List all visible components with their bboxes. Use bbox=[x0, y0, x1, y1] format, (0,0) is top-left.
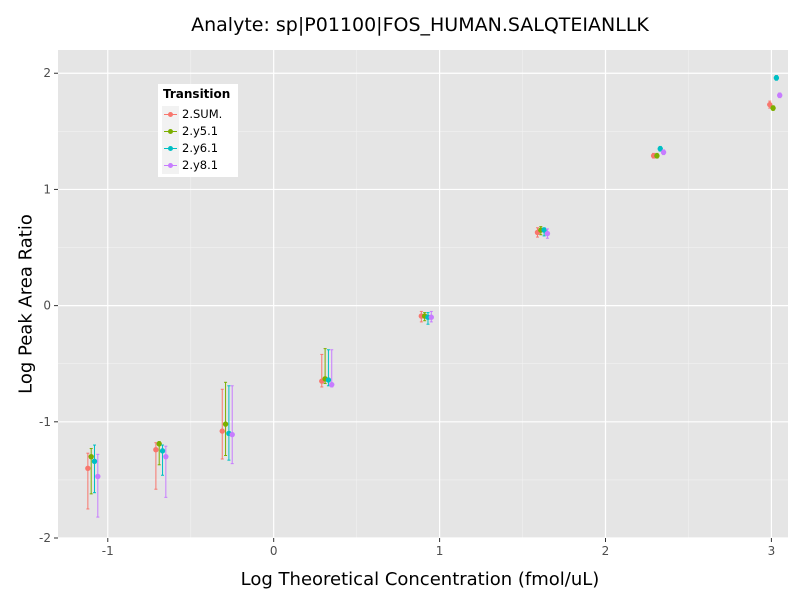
legend: Transition 2.SUM. 2.y5.1 2.y6.1 2.y8.1 bbox=[158, 84, 238, 177]
data-point bbox=[222, 421, 229, 427]
legend-item-2-y8-1: 2.y8.1 bbox=[162, 157, 238, 174]
legend-key bbox=[162, 140, 179, 157]
x-tick-label: 1 bbox=[436, 544, 444, 558]
x-tick-label: -1 bbox=[102, 544, 114, 558]
data-point bbox=[773, 75, 780, 81]
legend-dot-icon bbox=[168, 146, 173, 151]
legend-dot-icon bbox=[168, 163, 173, 168]
legend-label: 2.y8.1 bbox=[182, 158, 219, 172]
legend-label: 2.y6.1 bbox=[182, 141, 219, 155]
data-point bbox=[163, 453, 169, 460]
data-point bbox=[660, 149, 667, 155]
legend-key bbox=[162, 157, 179, 174]
y-tick-label: 2 bbox=[43, 66, 51, 80]
minor-gridlines bbox=[58, 50, 788, 538]
data-point bbox=[541, 227, 547, 233]
legend-key bbox=[162, 123, 179, 140]
data-point bbox=[329, 381, 335, 388]
legend-dot-icon bbox=[168, 112, 173, 117]
data-point bbox=[85, 465, 91, 471]
data-point bbox=[767, 101, 773, 108]
legend-label: 2.SUM. bbox=[182, 107, 223, 121]
y-tick-label: -1 bbox=[39, 415, 51, 429]
data-point bbox=[770, 105, 776, 111]
data-point bbox=[325, 377, 332, 383]
x-tick-label: 3 bbox=[768, 544, 776, 558]
y-tick-label: 1 bbox=[43, 182, 51, 196]
legend-key bbox=[162, 106, 179, 123]
data-point bbox=[153, 446, 159, 453]
data-point bbox=[544, 230, 551, 237]
data-point bbox=[777, 92, 783, 99]
data-point bbox=[428, 314, 434, 320]
x-axis-label: Log Theoretical Concentration (fmol/uL) bbox=[240, 569, 600, 590]
legend-item-2-sum: 2.SUM. bbox=[162, 106, 238, 123]
chart-title: Analyte: sp|P01100|FOS_HUMAN.SALQTEIANLL… bbox=[191, 14, 649, 36]
x-tick-label: 2 bbox=[602, 544, 610, 558]
legend-title: Transition bbox=[163, 87, 231, 101]
legend-item-2-y6-1: 2.y6.1 bbox=[162, 140, 238, 157]
legend-label: 2.y5.1 bbox=[182, 124, 219, 138]
x-tick-label: 0 bbox=[270, 544, 278, 558]
data-point bbox=[654, 153, 660, 159]
axis-ticks bbox=[54, 72, 772, 542]
data-point bbox=[156, 441, 162, 447]
series-2-y5-1 bbox=[88, 105, 776, 495]
data-point bbox=[88, 453, 94, 460]
series-layer bbox=[85, 75, 783, 518]
y-axis-label: Log Peak Area Ratio bbox=[15, 214, 37, 394]
data-point bbox=[657, 146, 663, 152]
major-gridlines bbox=[58, 50, 788, 539]
series-2-y8-1 bbox=[95, 92, 783, 518]
legend-item-2-y5-1: 2.y5.1 bbox=[162, 123, 238, 140]
y-tick-label: -2 bbox=[39, 531, 51, 545]
data-point bbox=[95, 473, 101, 480]
tick-labels: -1 0 1 2 3 -2 -1 0 1 2 bbox=[39, 66, 775, 558]
data-point bbox=[159, 448, 166, 454]
data-point bbox=[219, 428, 225, 434]
legend-dot-icon bbox=[168, 129, 173, 134]
y-tick-label: 0 bbox=[43, 299, 51, 313]
data-point bbox=[91, 458, 98, 465]
data-point bbox=[229, 431, 235, 438]
